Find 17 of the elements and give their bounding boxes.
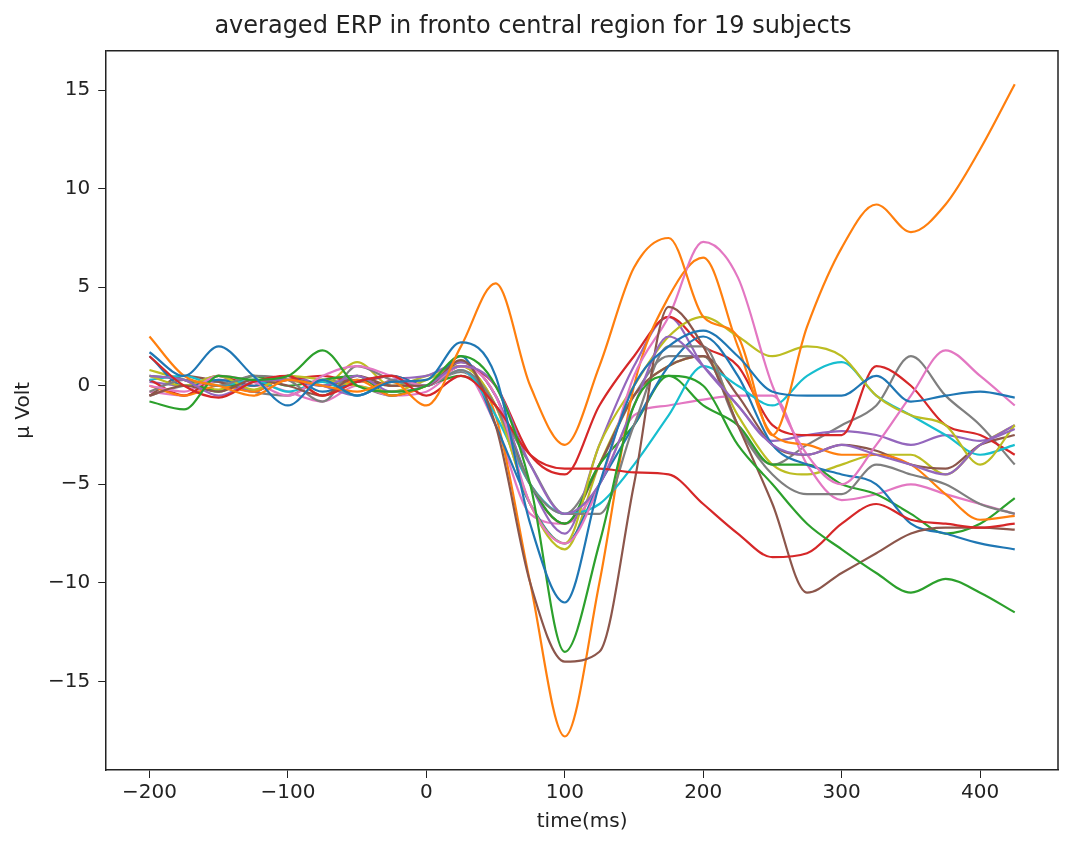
y-tick-label: 0 bbox=[77, 371, 91, 396]
x-tick-label: 400 bbox=[961, 779, 1000, 804]
y-tick-label: −5 bbox=[60, 470, 91, 495]
y-tick-label: 5 bbox=[77, 273, 91, 298]
x-tick-label: 100 bbox=[545, 779, 584, 804]
chart-title: averaged ERP in fronto central region for 19 subjects bbox=[214, 10, 852, 39]
y-tick-label: −10 bbox=[47, 569, 91, 594]
y-tick-label: 15 bbox=[64, 76, 91, 101]
x-axis-title: time(ms) bbox=[536, 808, 628, 833]
y-tick-label: −15 bbox=[47, 667, 91, 692]
x-tick-label: 0 bbox=[419, 779, 433, 804]
x-tick-label: 300 bbox=[822, 779, 861, 804]
y-axis-title: μ Volt bbox=[10, 381, 35, 439]
y-tick-label: 10 bbox=[64, 174, 91, 199]
x-tick-label: 200 bbox=[684, 779, 723, 804]
x-tick-label: −200 bbox=[122, 779, 177, 804]
x-tick-label: −100 bbox=[260, 779, 316, 804]
